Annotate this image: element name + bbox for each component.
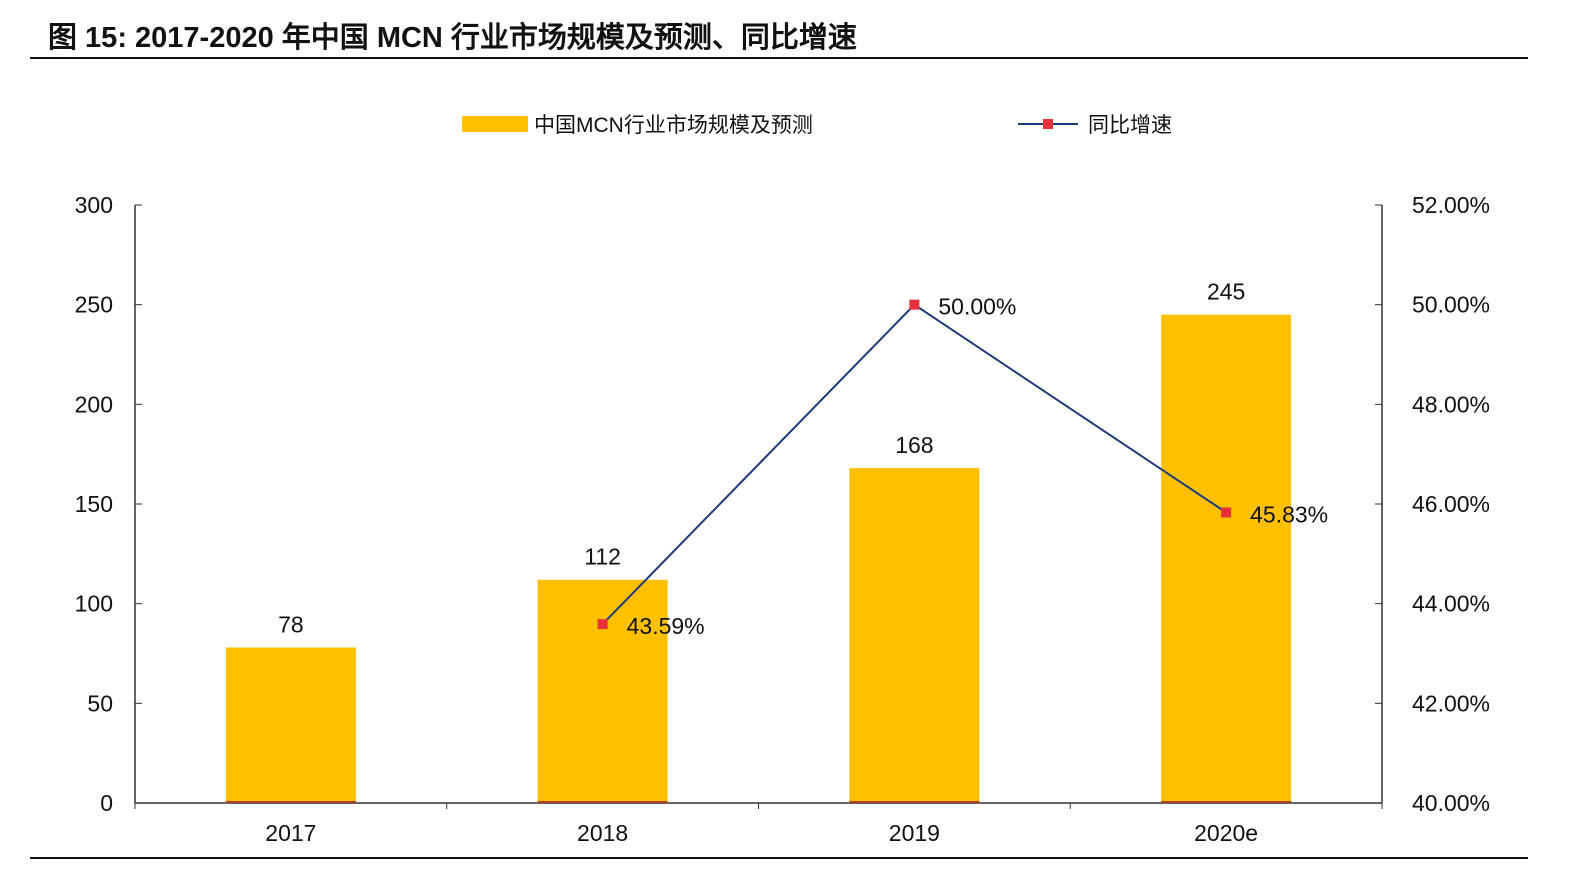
legend-bar-label: 中国MCN行业市场规模及预测 [534,114,813,137]
right-tick-label: 46.00% [1412,491,1490,517]
chart-title: 图 15: 2017-2020 年中国 MCN 行业市场规模及预测、同比增速 [48,22,857,54]
growth-label: 43.59% [627,613,705,639]
bar-label: 78 [278,612,304,638]
legend-line-label: 同比增速 [1088,114,1172,137]
bar-2020e [1161,314,1292,803]
right-tick-label: 52.00% [1412,192,1490,218]
right-tick-label: 40.00% [1412,790,1490,816]
bottom-divider [30,857,1528,859]
legend-bar-swatch [462,116,528,132]
growth-label: 45.83% [1250,501,1328,527]
x-tick-label: 2019 [889,820,940,846]
growth-marker [1221,507,1232,518]
growth-marker [909,299,920,310]
left-tick-label: 50 [87,690,113,716]
right-tick-label: 48.00% [1412,391,1490,417]
left-tick-label: 150 [75,491,113,517]
legend-line-marker [1043,119,1053,129]
left-tick-label: 300 [75,192,113,218]
right-tick-label: 50.00% [1412,292,1490,318]
x-tick-label: 2020e [1194,820,1258,846]
right-tick-label: 44.00% [1412,591,1490,617]
left-tick-label: 200 [75,391,113,417]
bar-label: 245 [1207,279,1245,305]
left-tick-label: 100 [75,591,113,617]
bar-label: 168 [895,432,933,458]
bar-label: 112 [584,544,621,570]
x-tick-label: 2018 [577,820,628,846]
left-tick-label: 250 [75,292,113,318]
title-divider [30,57,1528,59]
bar-2018 [537,579,668,803]
right-tick-label: 42.00% [1412,690,1490,716]
bar-2019 [849,468,980,803]
x-tick-label: 2017 [265,820,316,846]
growth-marker [597,619,608,630]
left-tick-label: 0 [100,790,113,816]
bar-2017 [225,647,356,803]
growth-label: 50.00% [938,294,1016,320]
